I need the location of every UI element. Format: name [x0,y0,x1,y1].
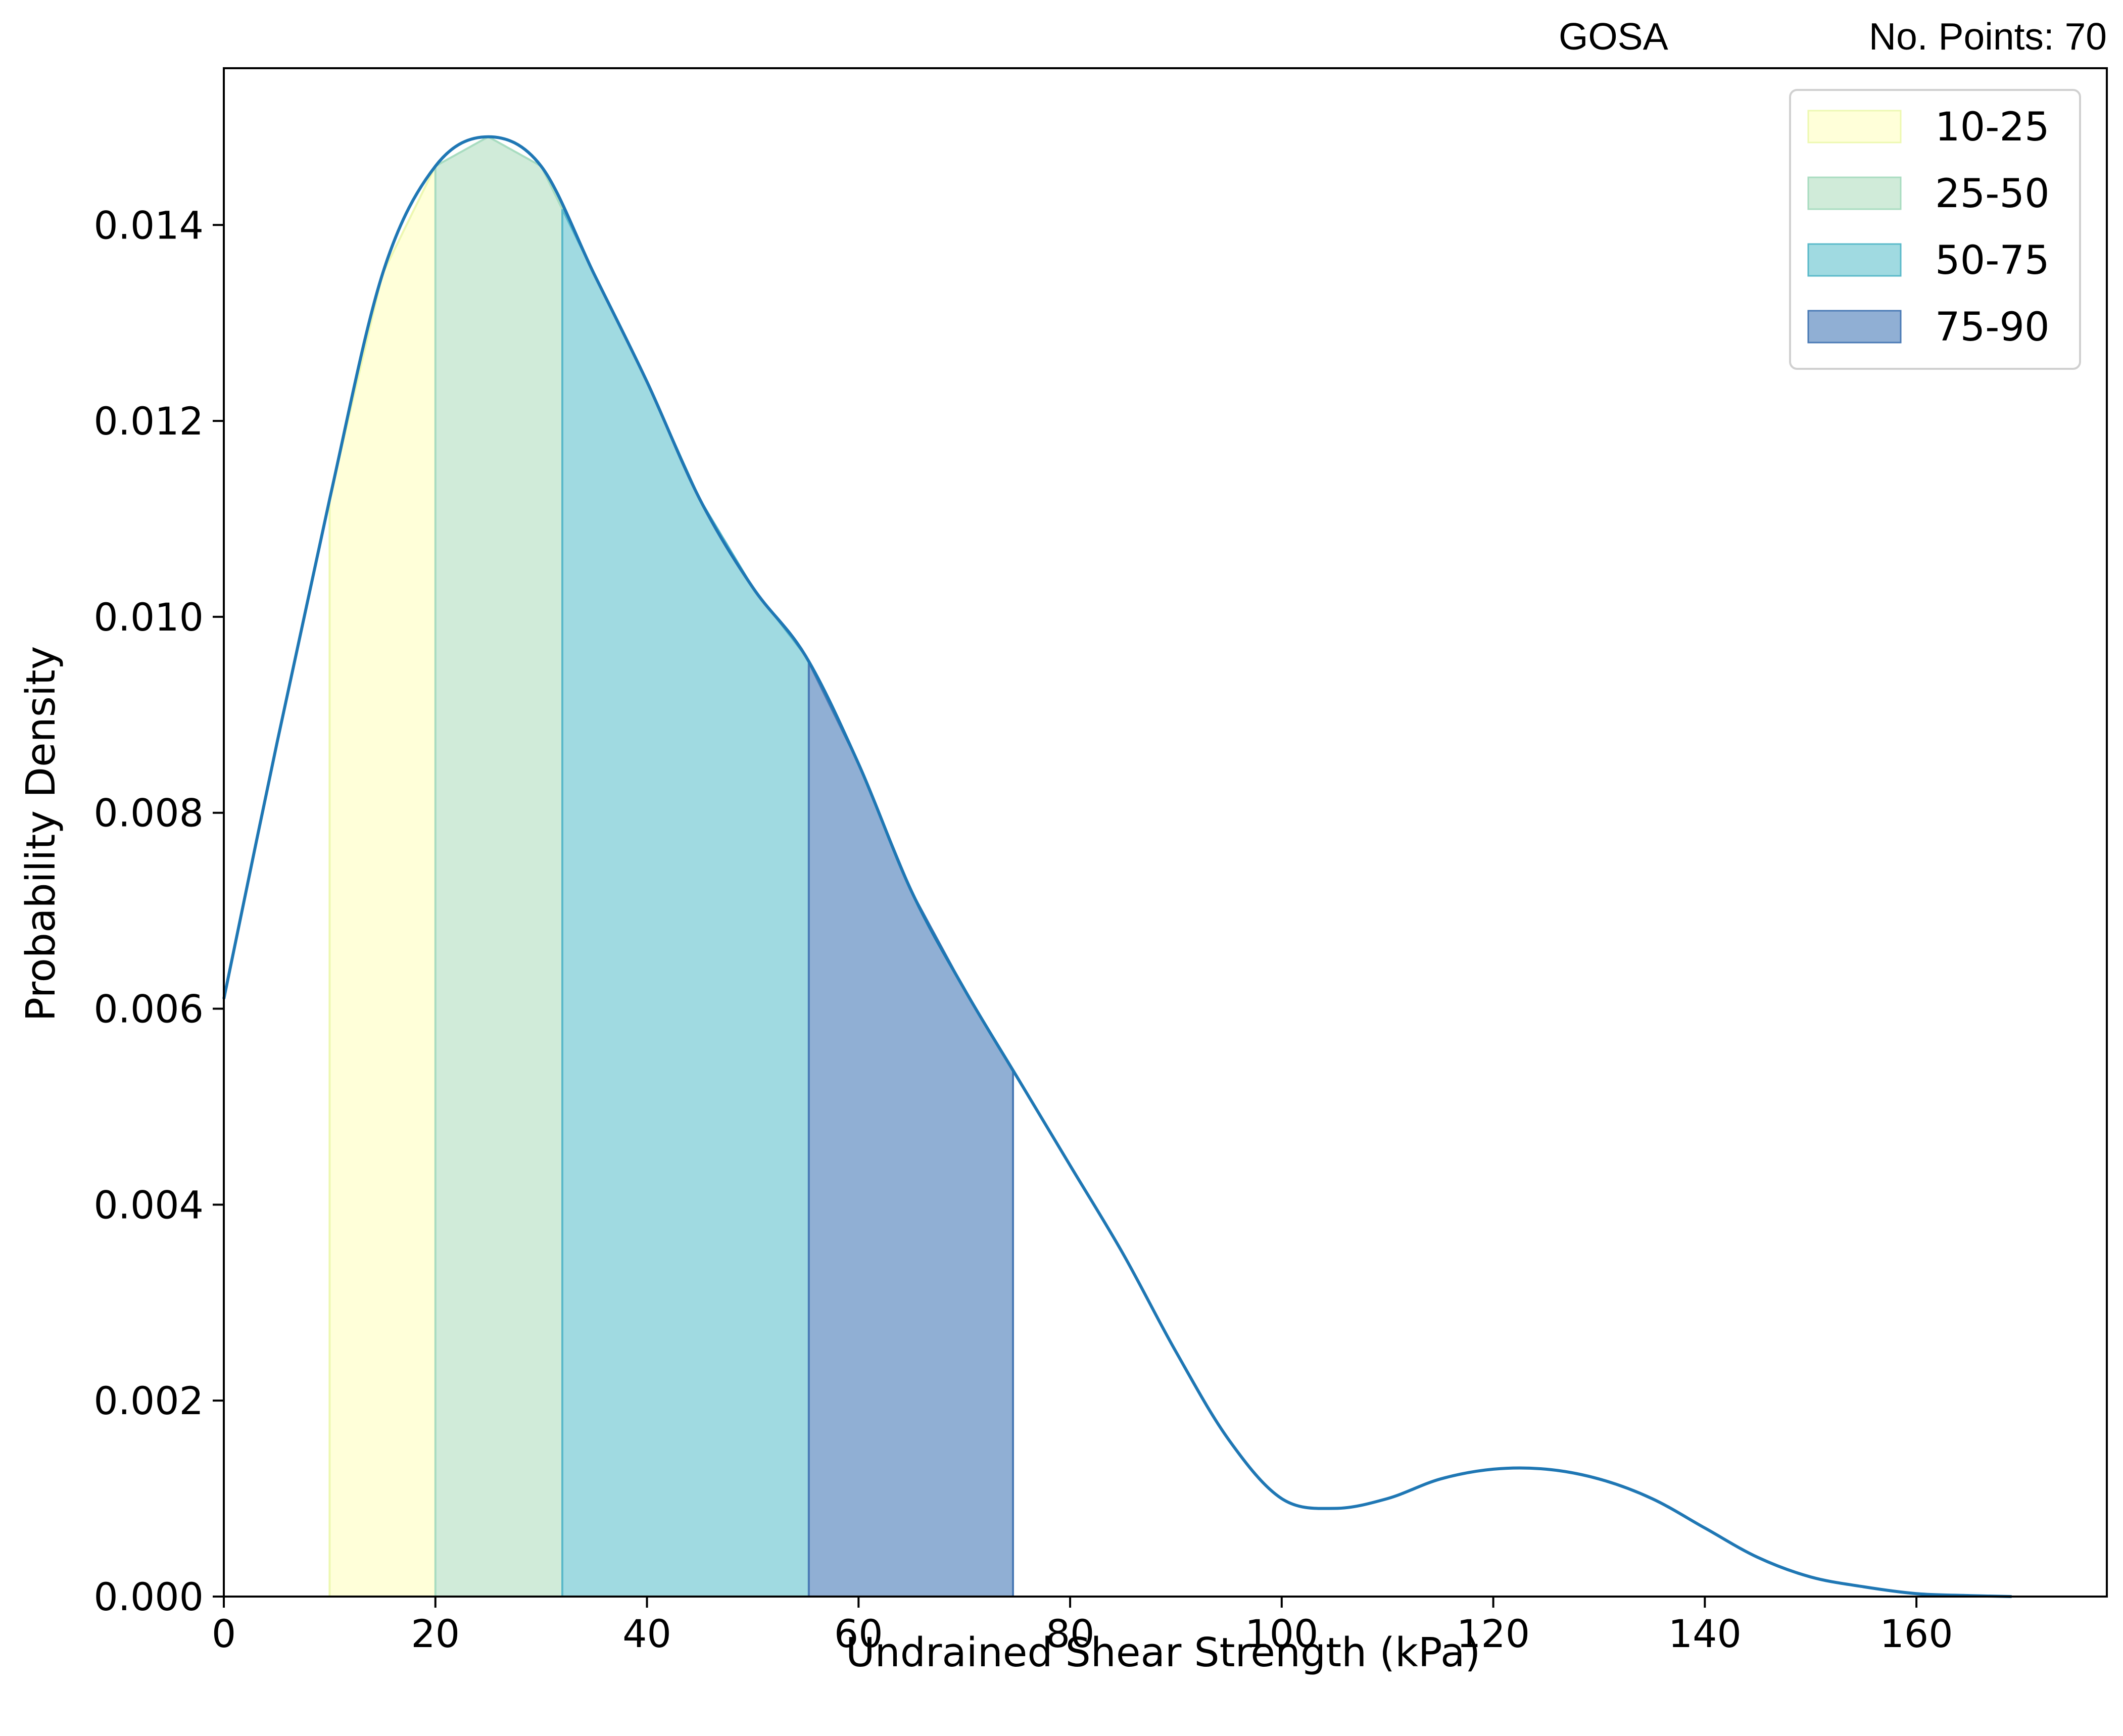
x-tick-label-140: 140 [1668,1611,1742,1656]
y-tick-label-6: 0.012 [93,399,204,444]
band-10-25 [328,166,437,1598]
y-tick-label-3: 0.006 [93,987,204,1032]
y-tick-label-2: 0.004 [93,1182,204,1227]
x-tick-label-160: 160 [1880,1611,1953,1656]
x-tick-label-60: 60 [834,1611,883,1656]
y-tick-label-4: 0.008 [93,791,204,836]
density-curve-layer [222,135,2012,1598]
dataset-label: GOSA [1559,15,1668,58]
y-tick-label-1: 0.002 [93,1378,204,1423]
axes [223,67,2108,1598]
y-tick-label-0: 0.000 [93,1574,204,1619]
points-count-label: No. Points: 70 [1869,15,2107,58]
legend-label-10-25: 10-25 [1935,105,2050,150]
tick-marks [213,224,1918,1608]
band-25-50 [434,135,563,1598]
legend-swatch-75-90 [1807,310,1902,344]
y-axis-title: Probability Density [18,646,64,1021]
x-tick-label-0: 0 [212,1611,236,1656]
x-tick-label-120: 120 [1457,1611,1530,1656]
band-75-90 [807,662,1014,1598]
x-tick-label-80: 80 [1046,1611,1095,1656]
density-curve-line [222,135,2012,1598]
legend: 10-25 25-50 50-75 75-90 [1789,89,2081,370]
x-tick-label-40: 40 [622,1611,671,1656]
density-bands [328,135,1014,1598]
x-tick-label-20: 20 [411,1611,460,1656]
legend-label-50-75: 50-75 [1935,238,2050,283]
legend-label-25-50: 25-50 [1935,171,2050,217]
legend-frame [1789,89,2081,370]
legend-swatch-25-50 [1807,176,1902,210]
band-50-75 [561,209,810,1598]
y-tick-label-5: 0.010 [93,595,204,640]
legend-swatch-50-75 [1807,243,1902,277]
x-axis-title: Undrained Shear Strength (kPa) [846,1629,1480,1676]
x-tick-label-100: 100 [1245,1611,1318,1656]
plot-frame [223,67,2108,1598]
legend-label-75-90: 75-90 [1935,305,2050,350]
y-tick-label-7: 0.014 [93,203,204,248]
legend-swatch-10-25 [1807,110,1902,143]
